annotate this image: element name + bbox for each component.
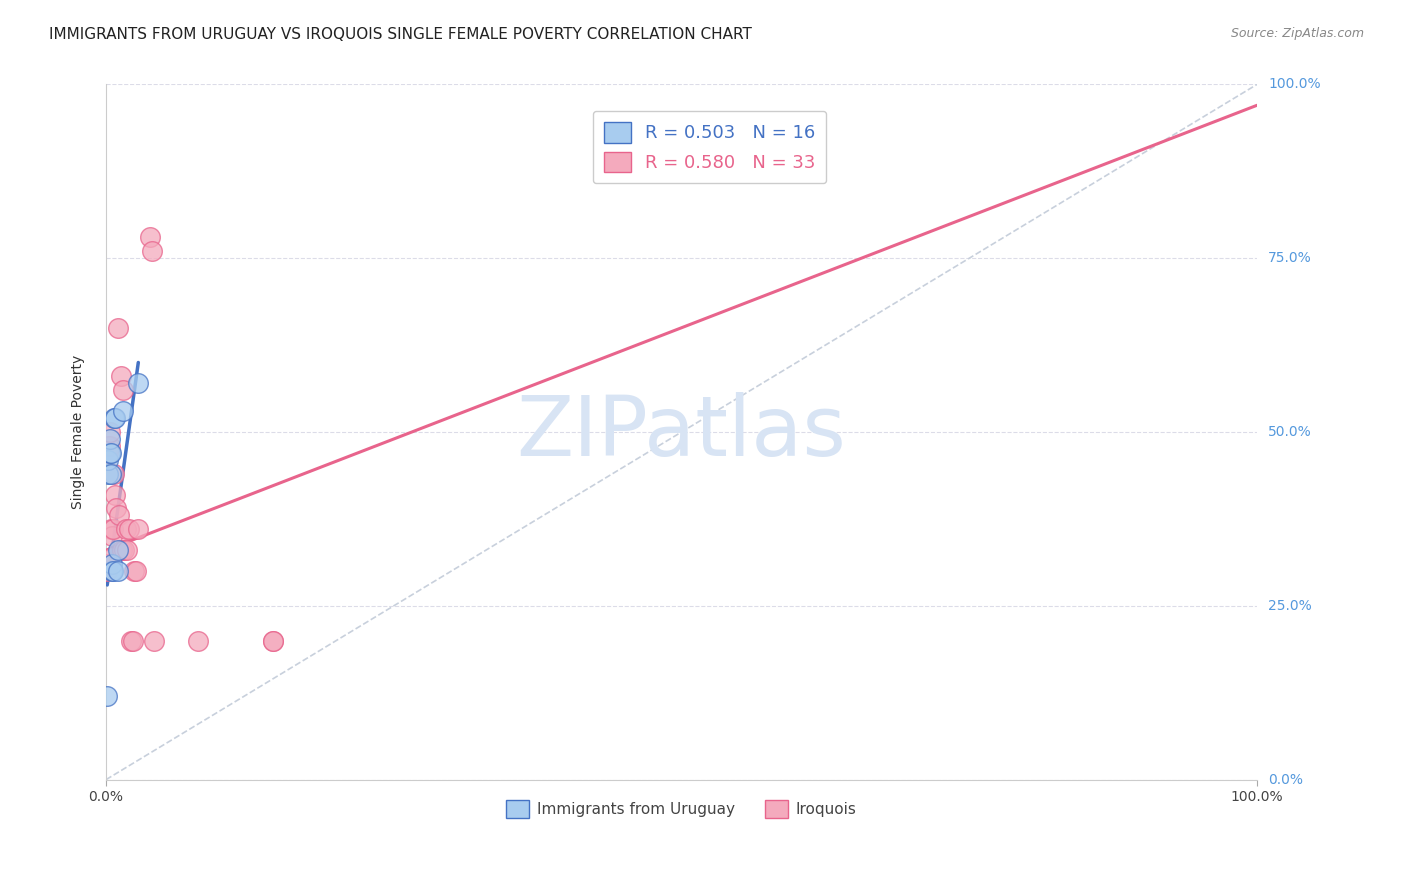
- Point: [98, 425, 121, 439]
- Point: [111, 543, 134, 558]
- Point: [107, 564, 129, 578]
- Point: [262, 633, 284, 648]
- Point: [139, 230, 162, 244]
- Point: [97, 467, 120, 481]
- Point: [110, 369, 132, 384]
- Point: [103, 467, 125, 481]
- Point: [114, 543, 136, 558]
- Point: [112, 384, 135, 398]
- Point: [98, 439, 121, 453]
- Text: 0.0%: 0.0%: [1268, 772, 1303, 787]
- Legend: Immigrants from Uruguay, Iroquois: Immigrants from Uruguay, Iroquois: [501, 794, 863, 824]
- Point: [97, 453, 120, 467]
- Point: [127, 376, 149, 391]
- Point: [96, 564, 118, 578]
- Point: [97, 439, 120, 453]
- Point: [96, 689, 118, 703]
- Point: [125, 564, 148, 578]
- Point: [97, 446, 120, 460]
- Text: Source: ZipAtlas.com: Source: ZipAtlas.com: [1230, 27, 1364, 40]
- Text: IMMIGRANTS FROM URUGUAY VS IROQUOIS SINGLE FEMALE POVERTY CORRELATION CHART: IMMIGRANTS FROM URUGUAY VS IROQUOIS SING…: [49, 27, 752, 42]
- Point: [101, 564, 124, 578]
- Point: [115, 543, 138, 558]
- Point: [98, 432, 121, 446]
- Point: [122, 564, 145, 578]
- Point: [187, 633, 209, 648]
- Point: [105, 501, 128, 516]
- Point: [101, 564, 124, 578]
- Text: 75.0%: 75.0%: [1268, 252, 1312, 265]
- Point: [101, 529, 124, 543]
- Point: [120, 633, 142, 648]
- Point: [107, 543, 129, 558]
- Point: [101, 550, 124, 565]
- Point: [127, 522, 149, 536]
- Y-axis label: Single Female Poverty: Single Female Poverty: [72, 355, 86, 509]
- Text: ZIPatlas: ZIPatlas: [516, 392, 846, 473]
- Point: [104, 487, 127, 501]
- Point: [101, 557, 124, 571]
- Point: [96, 557, 118, 571]
- Point: [114, 522, 136, 536]
- Point: [107, 320, 129, 334]
- Text: 50.0%: 50.0%: [1268, 425, 1312, 439]
- Text: 25.0%: 25.0%: [1268, 599, 1312, 613]
- Point: [103, 411, 125, 425]
- Point: [101, 522, 124, 536]
- Point: [100, 467, 122, 481]
- Point: [121, 633, 143, 648]
- Point: [143, 633, 166, 648]
- Point: [118, 522, 141, 536]
- Point: [141, 244, 163, 259]
- Point: [107, 508, 129, 523]
- Point: [112, 404, 135, 418]
- Text: 100.0%: 100.0%: [1268, 78, 1320, 92]
- Point: [262, 633, 284, 648]
- Point: [98, 446, 121, 460]
- Point: [100, 446, 122, 460]
- Point: [100, 522, 122, 536]
- Point: [104, 411, 127, 425]
